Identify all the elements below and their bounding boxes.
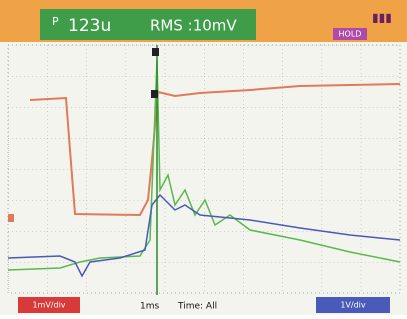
trigger: Time: All (177, 302, 217, 312)
status: HOLD (339, 30, 362, 39)
readout-1: 123u (68, 16, 111, 36)
scope-screen: P 123u RMS :10mV HOLD ▮▮▮ 1mV/div 1ms Ti… (0, 0, 407, 315)
readout-2: RMS :10mV (150, 17, 237, 35)
time-base: 1ms (140, 302, 159, 312)
marker: P (52, 15, 59, 28)
right-scale: 1V/div (340, 301, 366, 310)
page: P 123u RMS :10mV HOLD ▮▮▮ 1mV/div 1ms Ti… (0, 0, 407, 315)
ch-marker (8, 214, 14, 222)
trigger-marker (151, 90, 158, 98)
grid (8, 45, 400, 293)
battery-icon: ▮▮▮ (372, 11, 392, 25)
trigger-marker (152, 48, 159, 56)
left-scale: 1mV/div (32, 301, 65, 310)
